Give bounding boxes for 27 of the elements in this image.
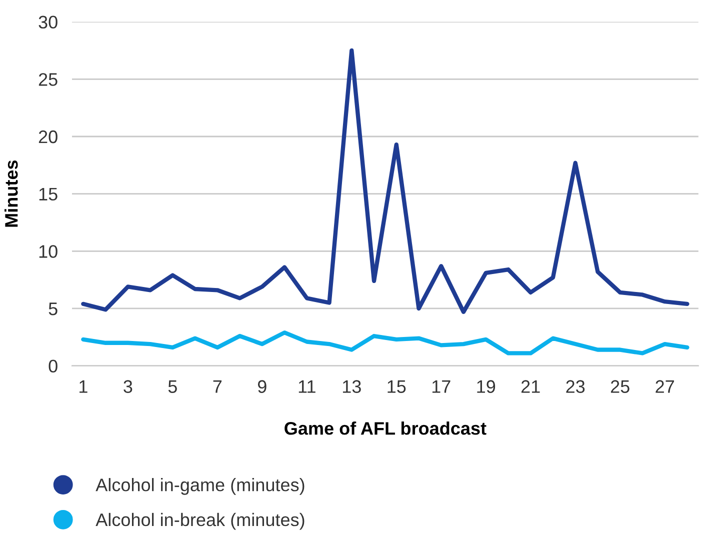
x-axis-title: Game of AFL broadcast: [284, 422, 486, 435]
x-tick-label: 1: [80, 380, 88, 393]
x-tick-label: 27: [656, 380, 674, 393]
y-tick-label: 0: [48, 360, 58, 373]
y-axis-title: Minutes: [4, 160, 18, 227]
y-tick-label: 20: [38, 130, 58, 144]
x-tick-label: 21: [521, 380, 540, 393]
x-tick-label: 15: [388, 380, 406, 393]
x-tick-label: 17: [432, 380, 450, 393]
y-tick-label: 10: [39, 245, 58, 258]
legend-label: Alcohol in-game (minutes): [96, 478, 304, 495]
x-tick-label: 23: [566, 380, 585, 393]
legend-label: Alcohol in-break (minutes): [96, 512, 304, 530]
x-tick-label: 19: [477, 380, 496, 393]
x-tick-label: 11: [298, 380, 316, 393]
line-series: [81, 330, 690, 356]
y-tick-label: 25: [38, 73, 58, 86]
y-tick-label: 30: [38, 16, 58, 29]
y-tick-label: 15: [39, 188, 58, 201]
x-tick-label: 5: [168, 380, 177, 393]
x-tick-label: 13: [342, 380, 361, 393]
x-tick-label: 9: [258, 380, 266, 393]
y-tick-label: 5: [48, 302, 58, 316]
line-series: [81, 48, 690, 314]
x-tick-label: 3: [124, 380, 132, 393]
x-tick-label: 25: [610, 380, 630, 393]
x-tick-label: 7: [213, 380, 222, 393]
